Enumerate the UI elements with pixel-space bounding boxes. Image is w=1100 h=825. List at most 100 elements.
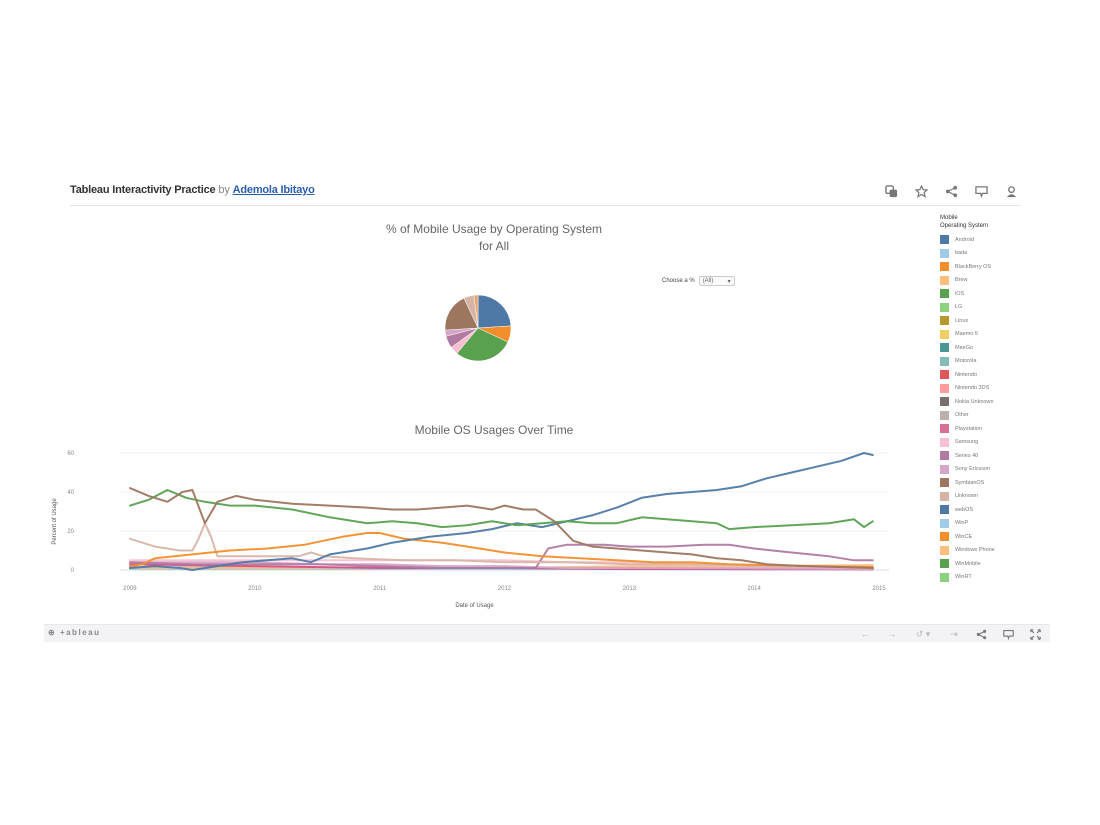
- legend-label: WinCE: [955, 533, 973, 540]
- legend-item[interactable]: LG: [940, 301, 1050, 315]
- legend-item[interactable]: Samsung: [940, 436, 1050, 450]
- legend-label: Windows Phone: [955, 547, 995, 554]
- undo-button[interactable]: ←: [860, 629, 870, 639]
- legend-item[interactable]: Unknown: [940, 490, 1050, 504]
- tableau-logo-text: +ableau: [59, 628, 101, 637]
- legend-swatch: [940, 370, 949, 380]
- series-line[interactable]: [129, 489, 874, 531]
- legend-item[interactable]: WinCE: [940, 530, 1050, 544]
- tableau-toolbar: ⊕ +ableau ← → ↺ ▾ ⇥: [44, 624, 1050, 642]
- series-line[interactable]: [129, 561, 874, 570]
- redo-button[interactable]: →: [887, 629, 897, 639]
- legend-swatch: [940, 491, 949, 501]
- legend-item[interactable]: Playstation: [940, 422, 1050, 436]
- legend-title: Mobile Operating System: [940, 214, 1050, 230]
- y-tick-label: 40: [67, 490, 74, 496]
- legend-swatch: [940, 572, 949, 582]
- x-tick-label: 2009: [123, 586, 137, 592]
- tableau-logo-icon: ⊕: [48, 628, 60, 637]
- legend-item[interactable]: bada: [940, 247, 1050, 261]
- x-tick-label: 2015: [872, 586, 886, 592]
- line-chart[interactable]: 0 20 40 60 2009 2010 2011 2012 2013 2014 2015 Date …: [44, 441, 914, 621]
- x-tick-label: 2014: [747, 586, 761, 592]
- legend: Mobile Operating System Android bada Black…: [940, 214, 1050, 584]
- legend-item[interactable]: Nintendo: [940, 368, 1050, 382]
- legend-item[interactable]: Android: [940, 233, 1050, 247]
- series-line[interactable]: [129, 532, 874, 569]
- legend-item[interactable]: Other: [940, 409, 1050, 423]
- pie-slice[interactable]: [456, 327, 509, 362]
- legend-swatch: [940, 343, 949, 353]
- by-label: by: [218, 184, 230, 196]
- legend-title-line2: Operating System: [940, 223, 989, 229]
- series-line[interactable]: [129, 487, 874, 569]
- legend-item[interactable]: Motorola: [940, 355, 1050, 369]
- legend-item[interactable]: BlackBerry OS: [940, 260, 1050, 274]
- legend-item[interactable]: WinRT: [940, 571, 1050, 585]
- pie-slice[interactable]: [473, 294, 479, 329]
- y-tick-label: 20: [67, 529, 74, 535]
- viz-title: Tableau Interactivity Practice by Ademola …: [70, 184, 315, 196]
- legend-item[interactable]: Maemo 5: [940, 328, 1050, 342]
- profile-icon[interactable]: [1002, 182, 1020, 200]
- legend-swatch: [940, 559, 949, 569]
- legend-items: Android bada BlackBerry OS Brew iOS LG Linux Ma…: [940, 233, 1050, 584]
- legend-item[interactable]: SymbianOS: [940, 476, 1050, 490]
- toolbar-comment-icon[interactable]: [1001, 627, 1015, 641]
- legend-label: Samsung: [955, 439, 979, 446]
- legend-label: webOS: [955, 506, 974, 513]
- filter-selected-value: (All): [702, 278, 714, 284]
- x-tick-label: 2013: [623, 586, 637, 592]
- legend-item[interactable]: webOS: [940, 503, 1050, 517]
- pie-chart[interactable]: [444, 294, 512, 362]
- legend-item[interactable]: Brew: [940, 274, 1050, 288]
- fullscreen-icon[interactable]: [1028, 627, 1042, 641]
- legend-swatch: [940, 505, 949, 515]
- legend-item[interactable]: Linux: [940, 314, 1050, 328]
- legend-swatch: [940, 464, 949, 474]
- legend-item[interactable]: Series 40: [940, 449, 1050, 463]
- revert-button[interactable]: ↺ ▾: [915, 628, 931, 639]
- legend-label: iOS: [955, 290, 965, 297]
- legend-swatch: [940, 248, 949, 258]
- legend-swatch: [940, 316, 949, 326]
- y-axis-label: Percent of Usage: [52, 498, 58, 545]
- line-chart-title: Mobile OS Usages Over Time: [414, 423, 574, 437]
- legend-label: SymbianOS: [955, 479, 985, 486]
- legend-swatch: [940, 397, 949, 407]
- duplicate-icon[interactable]: [882, 182, 900, 200]
- legend-item[interactable]: MeeGo: [940, 341, 1050, 355]
- pie-slice[interactable]: [477, 294, 512, 329]
- author-link[interactable]: Ademola Ibitayo: [232, 184, 315, 196]
- legend-item[interactable]: Nintendo 3DS: [940, 382, 1050, 396]
- share-icon[interactable]: [942, 182, 960, 200]
- pie-title-line2: for All: [478, 239, 509, 253]
- legend-label: Nintendo 3DS: [955, 385, 990, 392]
- workbook-title: Tableau Interactivity Practice: [70, 184, 216, 196]
- legend-label: Brew: [955, 277, 968, 284]
- series-line[interactable]: [129, 452, 874, 571]
- legend-item[interactable]: Windows Phone: [940, 544, 1050, 558]
- pie-slice[interactable]: [444, 297, 479, 331]
- legend-item[interactable]: Nokia Unknown: [940, 395, 1050, 409]
- comment-icon[interactable]: [972, 182, 990, 200]
- legend-label: BlackBerry OS: [955, 263, 992, 270]
- tableau-logo[interactable]: ⊕ +ableau: [48, 628, 100, 637]
- legend-swatch: [940, 518, 949, 528]
- legend-swatch: [940, 437, 949, 447]
- favorite-star-icon[interactable]: [912, 182, 930, 200]
- legend-label: Nintendo: [955, 371, 978, 378]
- legend-swatch: [940, 532, 949, 542]
- series-line[interactable]: [129, 522, 874, 569]
- legend-item[interactable]: iOS: [940, 287, 1050, 301]
- legend-item[interactable]: WinP: [940, 517, 1050, 531]
- legend-item[interactable]: Sony Ericsson: [940, 463, 1050, 477]
- legend-item[interactable]: WinMobile: [940, 557, 1050, 571]
- legend-label: Android: [955, 236, 974, 243]
- toolbar-share-icon[interactable]: [974, 627, 988, 641]
- filter-dropdown[interactable]: (All) ▾: [698, 276, 735, 286]
- legend-label: WinRT: [955, 574, 972, 581]
- pause-updates-button[interactable]: ⇥: [950, 628, 958, 639]
- legend-swatch: [940, 356, 949, 366]
- legend-label: Other: [955, 412, 969, 419]
